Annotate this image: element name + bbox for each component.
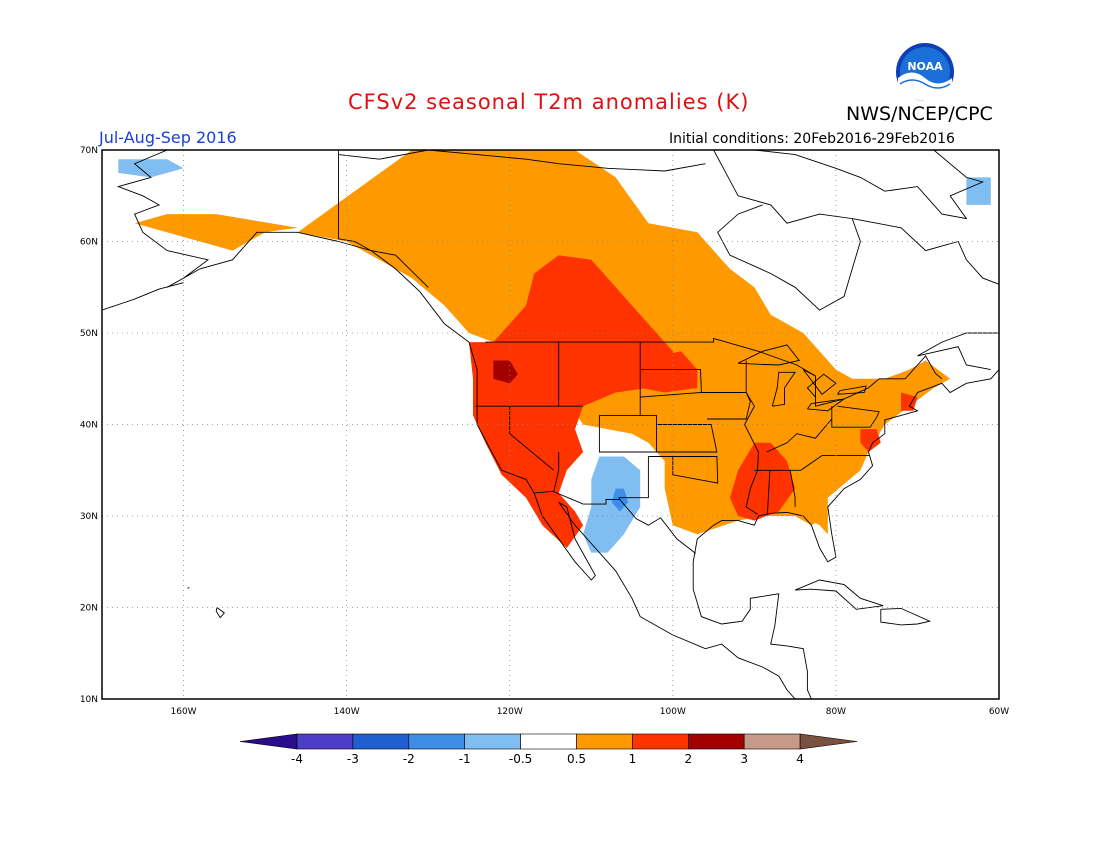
state-border-texas	[618, 456, 649, 500]
org-label: NWS/NCEP/CPC	[846, 103, 993, 125]
baffin-island	[754, 150, 985, 220]
atlantic-gulf-coastline	[692, 369, 999, 699]
lon-tick-label: 60W	[989, 707, 1009, 717]
hawaii-islands	[187, 587, 190, 589]
cuba-outline	[794, 579, 884, 610]
anomaly-region-west	[469, 255, 673, 548]
anomaly-region-northern-plains	[640, 351, 698, 393]
state-border-ks-ne	[656, 424, 718, 453]
colorbar-labels: -4 -3 -2 -1 -0.5 0.5 1 2 3 4	[291, 752, 804, 766]
colorbar-tick-label: 2	[684, 752, 692, 766]
colorbar-swatch	[632, 733, 689, 750]
lat-tick-label: 40N	[80, 421, 98, 431]
colorbar-tick-label: 4	[796, 752, 804, 766]
colorbar-tick-label: -1	[459, 752, 471, 766]
state-border-dakotas	[640, 369, 702, 398]
state-border-mississippi-river	[744, 360, 759, 515]
lon-tick-label: 160W	[171, 707, 197, 717]
colorbar-swatch	[743, 733, 801, 750]
colorbar-tick-label: -2	[403, 752, 415, 766]
lon-tick-label: 80W	[826, 707, 846, 717]
longitude-labels: 160W 140W 120W 100W 80W 60W	[171, 707, 1010, 717]
aleutian-islands	[102, 282, 184, 311]
lon-tick-label: 140W	[334, 707, 360, 717]
great-lake-huron	[802, 369, 837, 399]
colorbar-swatch	[464, 733, 521, 750]
anomaly-region-alaska-west-coast	[118, 159, 184, 178]
colorbar-tick-label: -4	[291, 752, 303, 766]
anomaly-region-gulf-coast	[762, 506, 828, 535]
colorbar-tick-label: 1	[629, 752, 637, 766]
colorbar-swatch	[296, 733, 354, 750]
west-coast-canada-us-mexico	[338, 241, 796, 699]
lat-tick-label: 30N	[80, 512, 98, 522]
state-border-pa	[831, 405, 880, 428]
anomaly-region-northwest-peak	[493, 360, 518, 384]
anomaly-region-mid-atlantic	[860, 429, 881, 452]
alaska-canada-border	[338, 150, 429, 288]
state-border-ohio-river	[766, 418, 833, 453]
lat-tick-label: 60N	[80, 238, 98, 248]
season-label: Jul-Aug-Sep 2016	[99, 128, 237, 147]
state-border-southeast	[766, 470, 771, 515]
lon-tick-label: 100W	[660, 707, 686, 717]
anomaly-region-labrador	[966, 177, 991, 205]
arctic-coast	[338, 150, 706, 172]
colorbar-arrow-low	[239, 733, 298, 750]
hawaii-big-island	[215, 607, 225, 619]
colorbar	[239, 733, 858, 750]
hudson-bay-coast	[713, 150, 861, 311]
great-lake-superior	[737, 344, 800, 366]
colorbar-arrow-high	[799, 733, 858, 750]
colorbar-tick-label: -3	[347, 752, 359, 766]
colorbar-tick-label: 3	[740, 752, 748, 766]
colorbar-swatch	[408, 733, 465, 750]
great-lake-erie-ontario	[807, 398, 845, 412]
latitude-labels: 70N 60N 50N 40N 30N 20N 10N	[80, 146, 98, 705]
lat-tick-label: 10N	[80, 695, 98, 705]
initial-conditions-label: Initial conditions: 20Feb2016-29Feb2016	[669, 131, 955, 147]
lat-tick-label: 20N	[80, 604, 98, 614]
colorbar-swatch	[520, 733, 577, 750]
colorbar-swatch	[352, 733, 410, 750]
lat-tick-label: 50N	[80, 329, 98, 339]
lon-tick-label: 120W	[497, 707, 523, 717]
colorbar-swatch	[687, 733, 745, 750]
hispaniola-outline	[880, 607, 932, 626]
lat-tick-label: 70N	[80, 146, 98, 156]
anomaly-region-four-corners	[583, 456, 641, 553]
state-border-al-ga	[789, 470, 796, 507]
logo-text: NOAA	[907, 60, 943, 73]
map-frame	[101, 149, 1000, 700]
great-lake-michigan	[771, 371, 796, 407]
colorbar-swatch	[576, 733, 633, 750]
pacific-coastline	[116, 150, 339, 288]
colorbar-tick-label: 0.5	[567, 752, 586, 766]
state-border-az	[553, 452, 560, 492]
greenland-coast	[893, 150, 894, 151]
noaa-logo: NOAA	[896, 43, 954, 102]
state-border-mn-ia	[701, 392, 751, 420]
anomaly-region-lower-mississippi	[729, 442, 796, 521]
state-border-tn	[754, 455, 870, 471]
map-title: CFSv2 seasonal T2m anomalies (K)	[348, 90, 750, 114]
colorbar-tick-label: -0.5	[509, 752, 532, 766]
anomaly-region-new-england	[901, 392, 918, 411]
great-lake-ontario	[837, 385, 867, 395]
labrador-coast	[852, 218, 999, 371]
state-border-ok	[648, 456, 719, 484]
anomaly-region-western-alaska	[134, 214, 298, 251]
